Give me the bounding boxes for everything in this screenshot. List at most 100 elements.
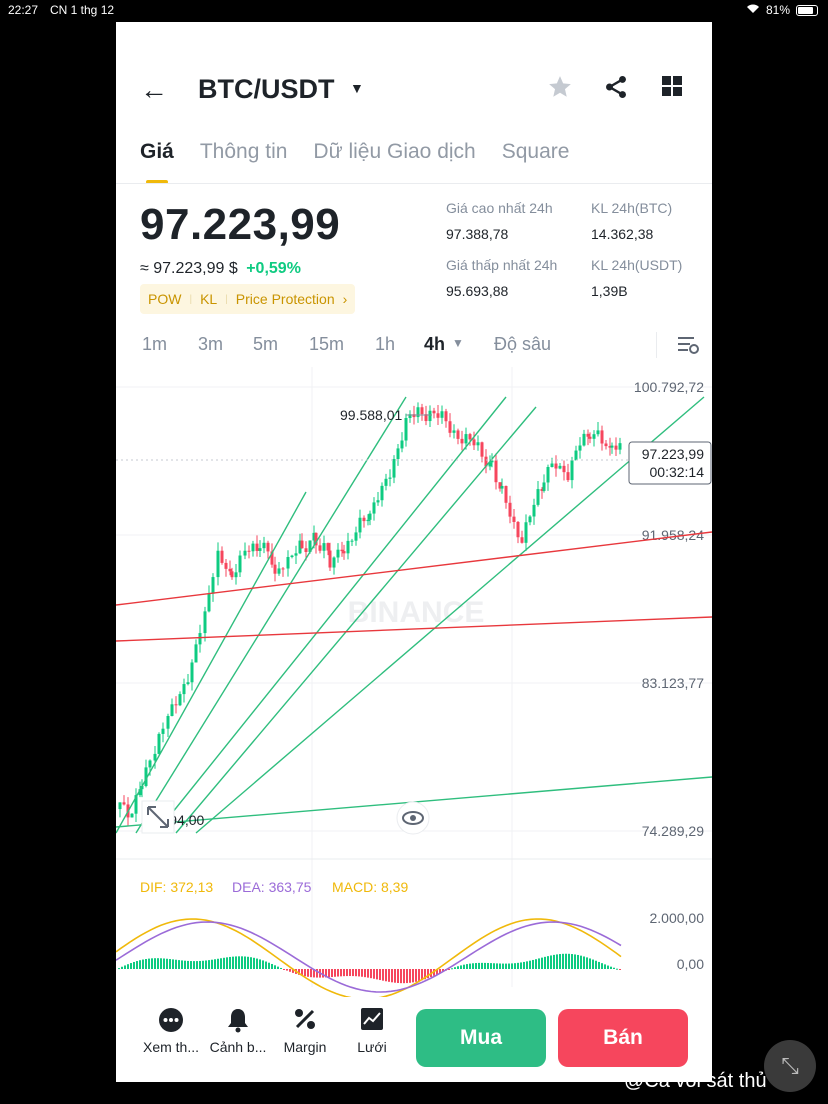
macd-bar [493,963,495,969]
macd-bar [448,969,450,970]
interval-1m[interactable]: 1m [142,334,168,354]
macd-bar [481,962,483,969]
macd-bar [259,959,261,969]
last-price-box [628,441,712,485]
stat-label: KL 24h(USDT) [591,257,683,273]
candlestick-chart[interactable]: BINANCE 100.792,72 91.958,24 83.123,77 74.28… [116,367,712,997]
tags[interactable]: POW | KL | Price Protection › [140,284,356,314]
macd-bar [379,969,381,981]
candle-body [190,662,194,683]
macd-bar [358,969,360,977]
candle-body [554,463,558,469]
caret-down-icon[interactable]: ▼ [452,336,464,350]
caret-down-icon[interactable]: ▼ [350,80,364,96]
macd-bar [298,969,300,975]
macd-bar [535,959,537,969]
macd-bar [130,963,132,969]
macd-bar [595,960,597,969]
tab-trading-data[interactable]: Dữ liệu Giao dịch [313,140,476,163]
tab-price[interactable]: Giá [140,140,174,184]
macd-bar [172,959,174,969]
macd-bar [253,957,255,969]
candle-body [592,434,596,439]
alert-button[interactable]: Cảnh b... [203,1007,273,1055]
candle-body [566,472,570,481]
macd-bar [292,969,294,973]
interval-15m[interactable]: 15m [309,334,345,354]
macd-bar [328,969,330,978]
macd-bar [451,968,453,970]
candle-body [130,813,134,818]
interval-5m[interactable]: 5m [253,334,279,354]
grid-bot-label: Lưới [357,1039,387,1055]
macd-bar [322,969,324,978]
tab-info[interactable]: Thông tin [199,140,288,163]
candle-body [203,611,207,634]
share-icon[interactable] [602,74,630,102]
buy-button[interactable]: Mua [416,1009,546,1067]
alert-label: Cảnh b... [209,1039,267,1055]
chart-settings-icon[interactable] [676,334,700,361]
star-icon[interactable] [546,74,574,102]
candle-body [520,537,524,543]
interval-4h[interactable]: 4h [424,334,446,354]
macd-bar [412,969,414,983]
candle-body [586,433,590,437]
margin-button[interactable]: Margin [270,1007,340,1055]
more-button[interactable]: Xem th... [136,1007,206,1055]
macd-bar [556,954,558,969]
interval-3m[interactable]: 3m [198,334,224,354]
interval-1h[interactable]: 1h [375,334,396,354]
candle-body [194,644,198,663]
macd-bar [529,960,531,969]
candle-body [604,443,608,447]
candle-body [336,549,340,558]
margin-label: Margin [283,1039,327,1055]
candle-body [281,568,285,570]
candle-body [600,430,604,444]
macd-bar [355,969,357,977]
candle-body [224,562,228,569]
macd-bar [376,969,378,980]
candle-body [358,517,362,533]
macd-bar [574,954,576,969]
sell-button[interactable]: Bán [558,1009,688,1067]
candle-body [460,438,464,444]
candle-body [211,577,215,594]
macd-bar [208,960,210,969]
macd-bar [403,969,405,984]
candle-body [266,542,270,552]
candle-body [500,485,504,489]
macd-bar [391,969,393,983]
candle-body [243,550,247,556]
candle-body [468,434,472,440]
macd-bar [571,954,573,969]
candle-body [542,482,546,491]
candle-body [484,456,488,467]
binance-watermark: BINANCE [348,596,485,629]
macd-bar [241,956,243,969]
candle-body [508,502,512,517]
countdown-label: 00:32:14 [650,464,705,480]
divider [656,332,657,358]
more-icon [136,1007,206,1039]
macd-bar [457,966,459,969]
interval-depth[interactable]: Độ sâu [494,334,552,354]
candle-body [516,521,520,538]
tab-square[interactable]: Square [501,140,570,163]
grid-bot-button[interactable]: Lưới [337,1007,407,1055]
macd-bar [388,969,390,982]
macd-bar [190,961,192,969]
candle-body [166,715,170,729]
author-watermark: @Cá voi sát thủ [624,1070,767,1092]
macd-bar [562,953,564,969]
candle-body [368,513,372,520]
grid-bot-icon [337,1007,407,1039]
collapse-icon[interactable]: ⤡ [764,1040,816,1092]
pair-title[interactable]: BTC/USDT [198,74,335,104]
grid-icon[interactable] [658,74,686,102]
status-bar: 22:27 CN 1 thg 12 81% [0,0,828,22]
high-label: 99.588,01 [340,407,402,423]
arrow-left-icon[interactable]: ← [140,74,168,105]
macd-bar [415,969,417,982]
